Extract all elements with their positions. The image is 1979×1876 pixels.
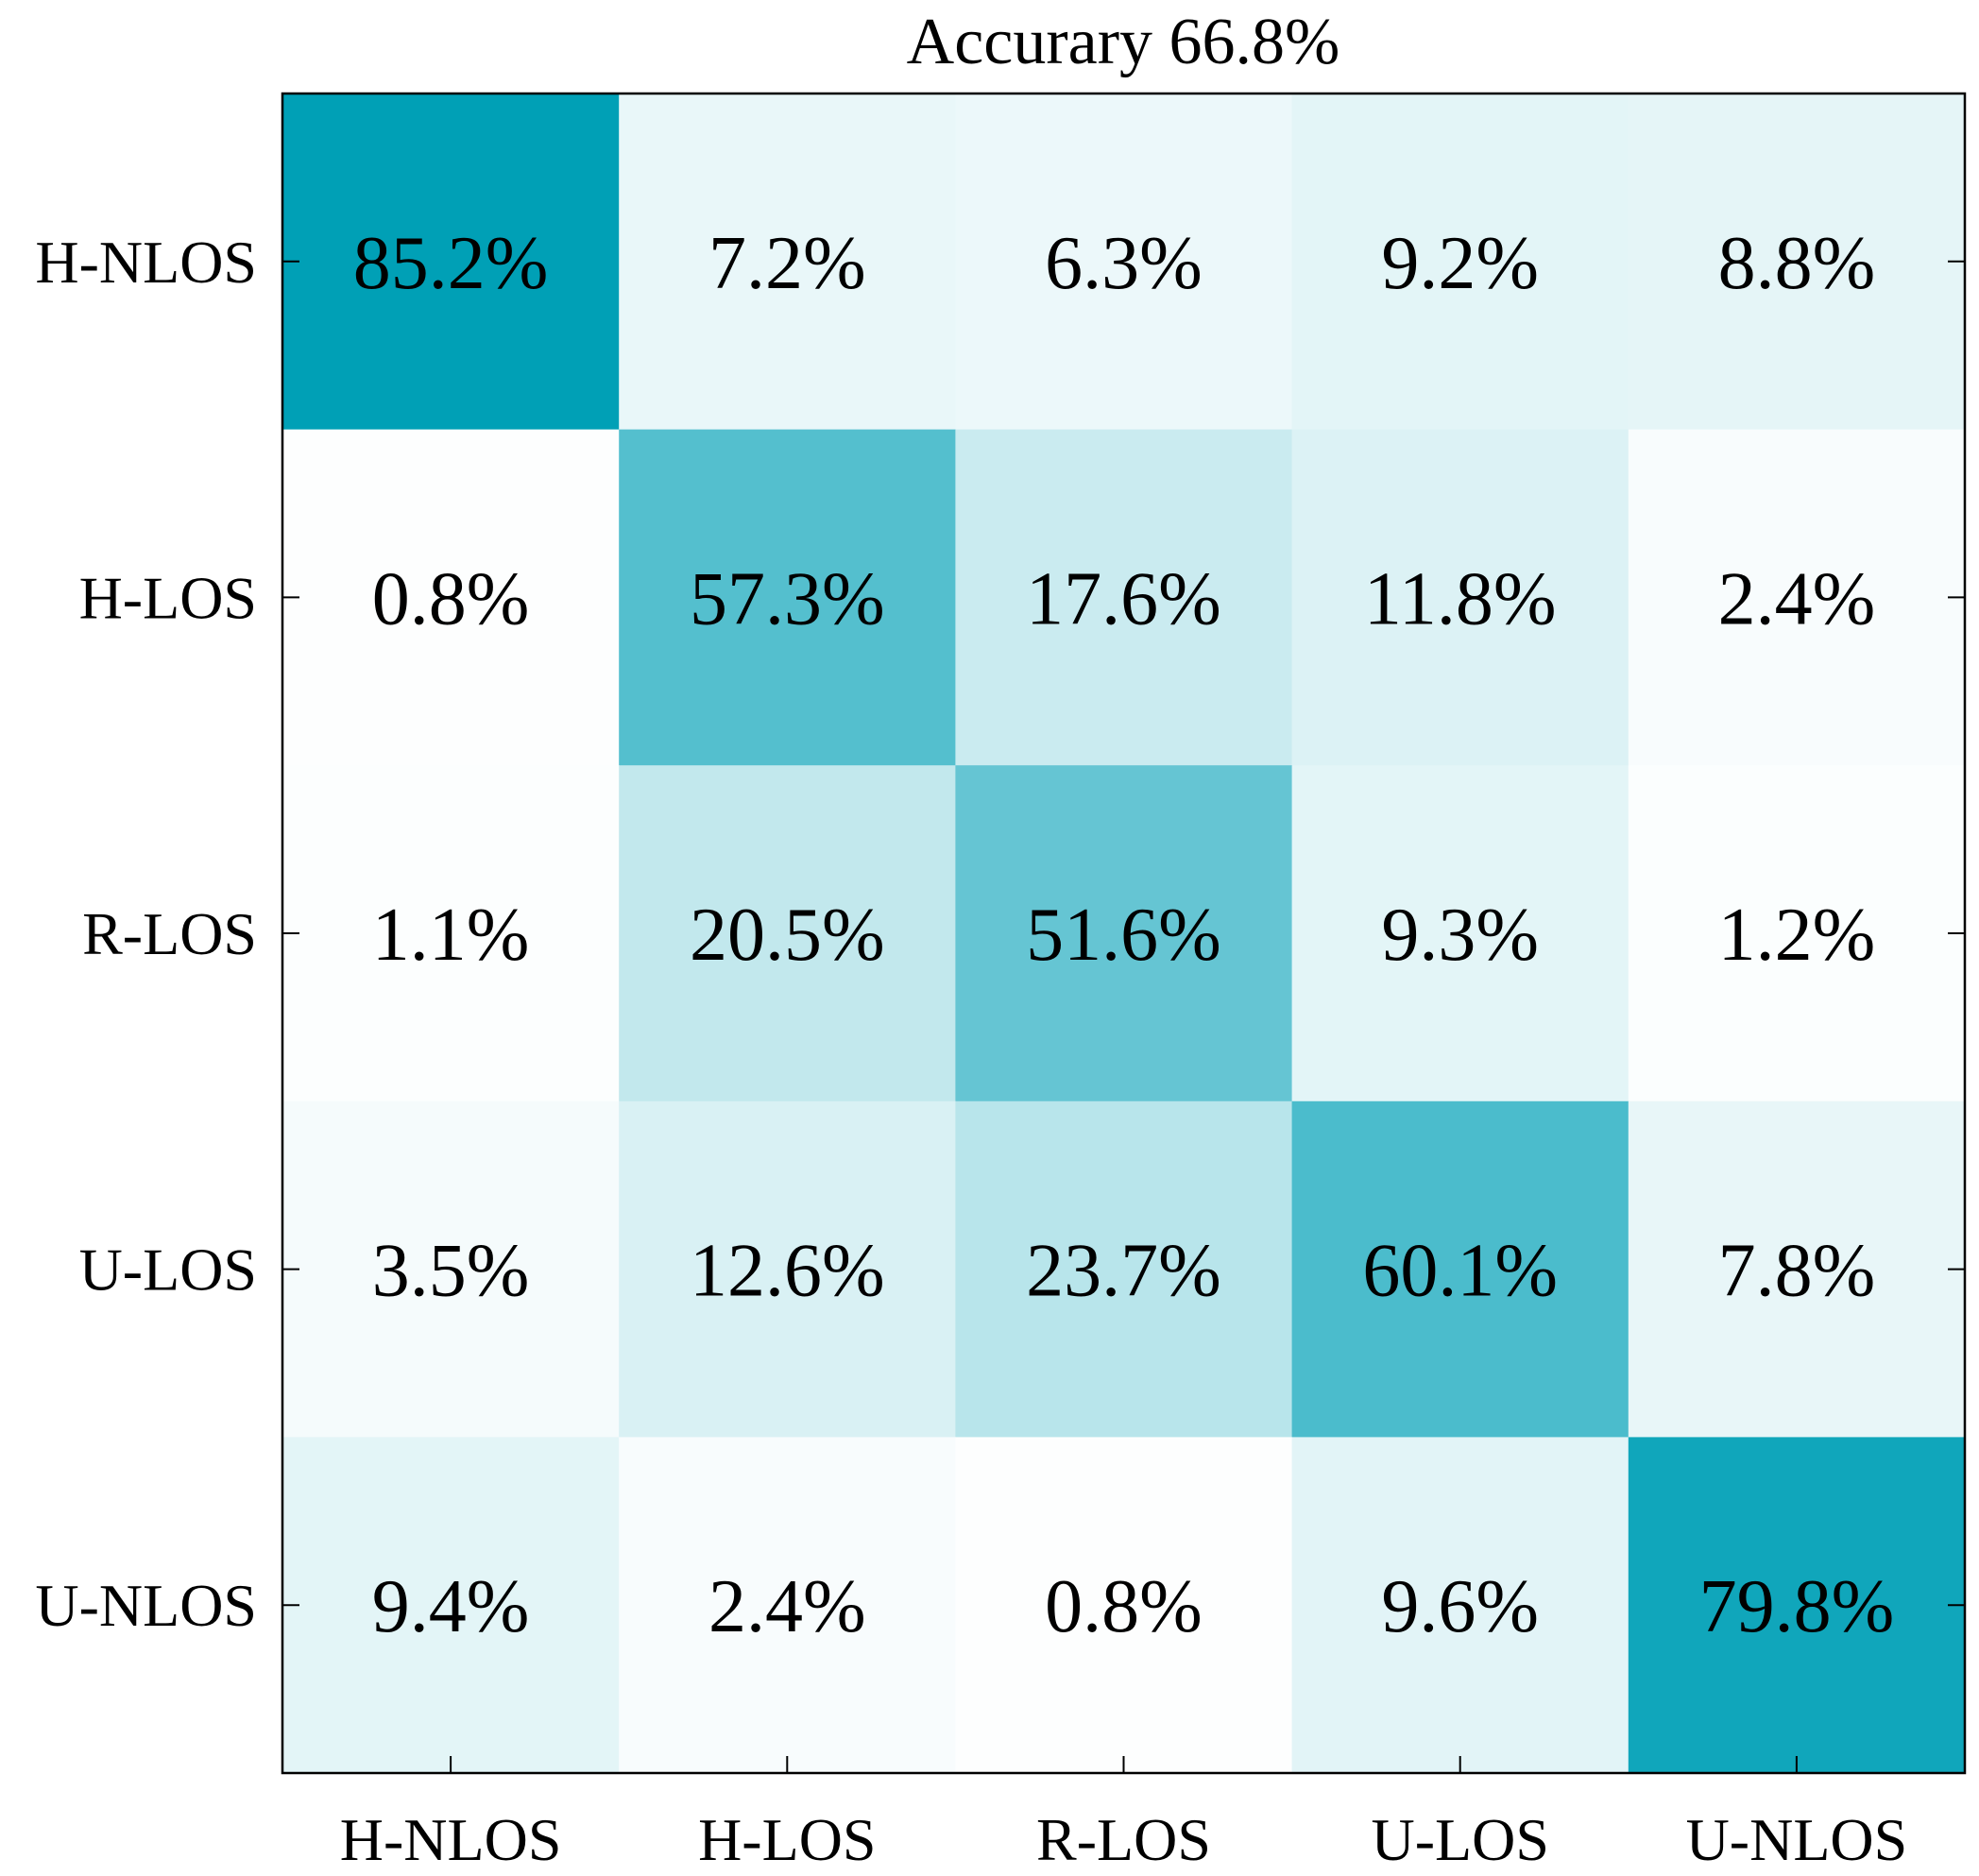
cell-value-label: 3.5%: [372, 1230, 530, 1313]
heatmap-cell: [619, 1100, 956, 1438]
heatmap-cell: [282, 765, 620, 1102]
cell-value-label: 9.6%: [1381, 1565, 1539, 1648]
cell-value-label: 79.8%: [1699, 1565, 1895, 1648]
chart-title: Accurary 66.8%: [907, 6, 1340, 78]
heatmap-cell: [1291, 429, 1629, 766]
x-tick-label: U-NLOS: [1686, 1806, 1908, 1873]
axis-ticks: [282, 260, 1965, 1773]
y-tick-label: R-LOS: [82, 900, 257, 967]
heatmap-cell: [1291, 765, 1629, 1102]
heatmap-cell: [619, 94, 956, 431]
cell-value-label: 12.6%: [690, 1230, 885, 1313]
cell-value-label: 23.7%: [1026, 1230, 1221, 1313]
cell-value-label: 8.8%: [1718, 222, 1876, 305]
heatmap-cell: [619, 765, 956, 1102]
heatmap-cell: [619, 429, 956, 766]
y-tick-label: H-LOS: [79, 564, 257, 631]
heatmap-cell: [955, 1437, 1293, 1774]
heatmap-cell: [955, 1100, 1293, 1438]
x-tick-label: H-LOS: [698, 1806, 876, 1873]
cell-value-label: 11.8%: [1364, 557, 1557, 640]
x-tick-label: R-LOS: [1036, 1806, 1211, 1873]
heatmap-cell: [282, 429, 620, 766]
heatmap-cell: [1628, 429, 1966, 766]
y-tick-label: H-NLOS: [35, 229, 257, 296]
heatmap-cell: [282, 1100, 620, 1438]
x-axis-tick-labels: H-NLOS H-LOS R-LOS U-LOS U-NLOS: [340, 1806, 1907, 1873]
heatmap-cell: [1291, 1100, 1629, 1438]
heatmap-cell: [1628, 1437, 1966, 1774]
heatmap-cell: [955, 94, 1293, 431]
y-axis-tick-labels: H-NLOS H-LOS R-LOS U-LOS U-NLOS: [35, 229, 257, 1639]
heatmap-cell: [1628, 765, 1966, 1102]
cell-value-label: 9.3%: [1381, 894, 1539, 977]
heatmap-cell: [1628, 94, 1966, 431]
cell-value-label: 9.2%: [1381, 222, 1539, 305]
heatmap-cell: [955, 429, 1293, 766]
cell-value-label: 57.3%: [690, 557, 885, 640]
cell-value-label: 7.8%: [1718, 1230, 1876, 1313]
heatmap-cell: [282, 1437, 620, 1774]
heatmap-cell: [955, 765, 1293, 1102]
y-tick-label: U-LOS: [79, 1236, 257, 1304]
cell-value-label: 2.4%: [1718, 557, 1876, 640]
cell-value-label: 0.8%: [1045, 1565, 1203, 1648]
heatmap-cell: [1291, 1437, 1629, 1774]
cell-value-label: 9.4%: [372, 1565, 530, 1648]
heatmap-cell: [282, 94, 620, 431]
cell-value-label: 1.2%: [1718, 894, 1876, 977]
cell-value-label: 85.2%: [353, 222, 549, 305]
cell-value-label: 17.6%: [1026, 557, 1221, 640]
plot-frame: [281, 92, 1967, 1775]
cell-value-label: 6.3%: [1045, 222, 1203, 305]
cell-value-label: 1.1%: [372, 894, 530, 977]
x-tick-label: H-NLOS: [340, 1806, 562, 1873]
cell-value-label: 60.1%: [1362, 1230, 1558, 1313]
heatmap-cell: [1291, 94, 1629, 431]
heatmap-cell: [619, 1437, 956, 1774]
x-tick-label: U-LOS: [1371, 1806, 1548, 1873]
heatmap-cell-labels: 85.2% 7.2% 6.3% 9.2% 8.8% 0.8% 57.3% 17.6% 11.8%…: [353, 222, 1894, 1648]
cell-value-label: 20.5%: [690, 894, 885, 977]
cell-value-label: 51.6%: [1026, 894, 1221, 977]
cell-value-label: 7.2%: [708, 222, 866, 305]
cell-value-label: 0.8%: [372, 557, 530, 640]
heatmap-cell: [1628, 1100, 1966, 1438]
heatmap-cells: [282, 94, 1966, 1774]
cell-value-label: 2.4%: [708, 1565, 866, 1648]
y-tick-label: U-NLOS: [35, 1572, 257, 1639]
